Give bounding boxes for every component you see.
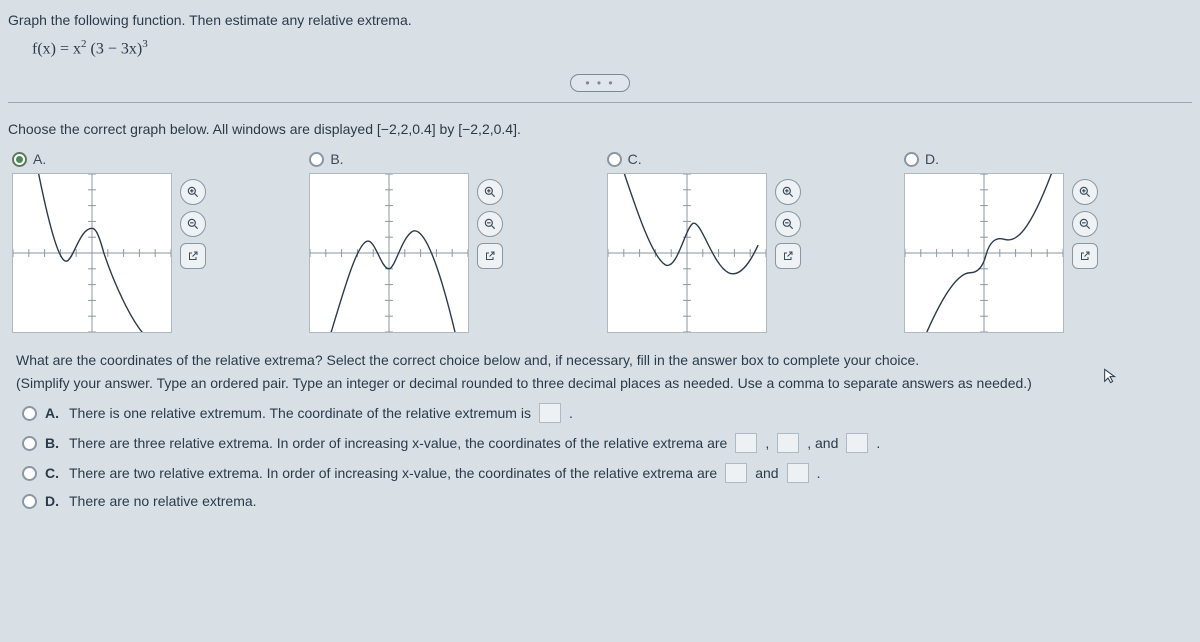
- graph-choice-row: A.: [8, 151, 1192, 333]
- answer-b-text: There are three relative extrema. In ord…: [69, 435, 727, 451]
- graph-d-tools: [1072, 179, 1098, 269]
- zoom-out-icon[interactable]: [477, 211, 503, 237]
- section-divider: [8, 102, 1192, 103]
- radio-answer-b[interactable]: [22, 436, 37, 451]
- graph-label-a: A.: [33, 151, 46, 167]
- answer-a-period: .: [569, 405, 573, 421]
- radio-graph-d[interactable]: [904, 152, 919, 167]
- function-formula: f(x) = x2 (3 − 3x)3: [32, 38, 1192, 58]
- answer-choice-c: C. There are two relative extrema. In or…: [22, 463, 1184, 483]
- answer-c-label: C.: [45, 465, 59, 481]
- zoom-out-icon[interactable]: [775, 211, 801, 237]
- problem-container: Graph the following function. Then estim…: [0, 0, 1200, 509]
- graph-a-svg: [12, 173, 172, 333]
- open-external-icon[interactable]: [180, 243, 206, 269]
- question-line2: (Simplify your answer. Type an ordered p…: [16, 374, 1184, 393]
- answer-choice-a: A. There is one relative extremum. The c…: [22, 403, 1184, 423]
- graph-choice-d: D.: [904, 151, 1184, 333]
- graph-label-b: B.: [330, 151, 343, 167]
- answer-choice-d: D. There are no relative extrema.: [22, 493, 1184, 509]
- zoom-in-icon[interactable]: [1072, 179, 1098, 205]
- radio-answer-a[interactable]: [22, 406, 37, 421]
- radio-answer-c[interactable]: [22, 466, 37, 481]
- question-block: What are the coordinates of the relative…: [8, 351, 1192, 509]
- choose-graph-text: Choose the correct graph below. All wind…: [8, 121, 1192, 137]
- answer-a-label: A.: [45, 405, 59, 421]
- zoom-out-icon[interactable]: [180, 211, 206, 237]
- graph-choice-b: B.: [309, 151, 589, 333]
- radio-answer-d[interactable]: [22, 494, 37, 509]
- graph-b-tools: [477, 179, 503, 269]
- open-external-icon[interactable]: [1072, 243, 1098, 269]
- answer-c-mid: and: [755, 465, 778, 481]
- answer-b-label: B.: [45, 435, 59, 451]
- radio-graph-c[interactable]: [607, 152, 622, 167]
- zoom-in-icon[interactable]: [775, 179, 801, 205]
- answer-choice-b: B. There are three relative extrema. In …: [22, 433, 1184, 453]
- graph-label-c: C.: [628, 151, 642, 167]
- instruction-text: Graph the following function. Then estim…: [8, 12, 1192, 28]
- answer-b-input-3[interactable]: [846, 433, 868, 453]
- answer-c-input-1[interactable]: [725, 463, 747, 483]
- graph-choice-a: A.: [12, 151, 292, 333]
- answer-b-input-1[interactable]: [735, 433, 757, 453]
- zoom-out-icon[interactable]: [1072, 211, 1098, 237]
- zoom-in-icon[interactable]: [477, 179, 503, 205]
- answer-c-text: There are two relative extrema. In order…: [69, 465, 717, 481]
- zoom-in-icon[interactable]: [180, 179, 206, 205]
- open-external-icon[interactable]: [775, 243, 801, 269]
- answer-a-input[interactable]: [539, 403, 561, 423]
- graph-c-svg: [607, 173, 767, 333]
- answer-a-text: There is one relative extremum. The coor…: [69, 405, 531, 421]
- answer-d-text: There are no relative extrema.: [69, 493, 257, 509]
- answer-b-mid1: ,: [765, 435, 769, 451]
- graph-d-svg: [904, 173, 1064, 333]
- graph-choice-c: C.: [607, 151, 887, 333]
- answer-d-label: D.: [45, 493, 59, 509]
- radio-graph-b[interactable]: [309, 152, 324, 167]
- graph-c-tools: [775, 179, 801, 269]
- open-external-icon[interactable]: [477, 243, 503, 269]
- answer-c-input-2[interactable]: [787, 463, 809, 483]
- graph-b-svg: [309, 173, 469, 333]
- answer-b-period: .: [876, 435, 880, 451]
- radio-graph-a[interactable]: [12, 152, 27, 167]
- question-line1: What are the coordinates of the relative…: [16, 351, 1184, 370]
- answer-b-mid2: , and: [807, 435, 838, 451]
- graph-label-d: D.: [925, 151, 939, 167]
- answer-b-input-2[interactable]: [777, 433, 799, 453]
- expand-button[interactable]: • • •: [570, 74, 629, 92]
- graph-a-tools: [180, 179, 206, 269]
- answer-c-period: .: [817, 465, 821, 481]
